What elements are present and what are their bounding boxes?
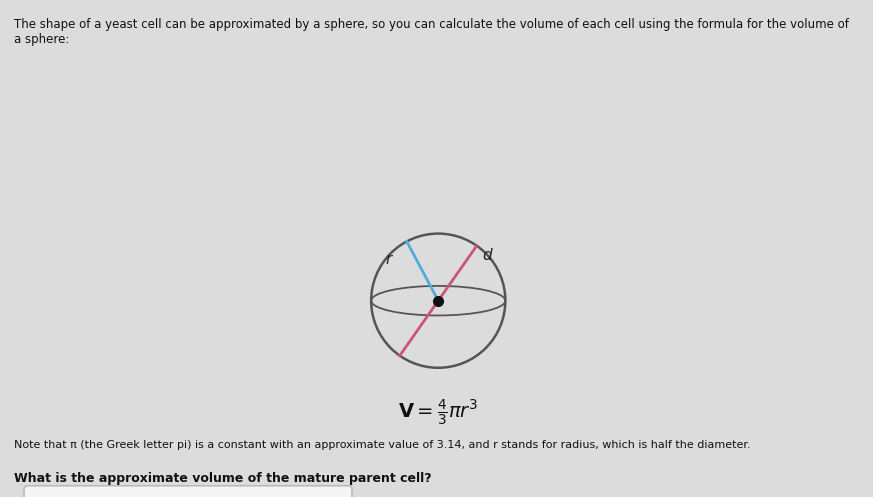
Text: $\mathbf{V} = \frac{4}{3}\pi r^3$: $\mathbf{V} = \frac{4}{3}\pi r^3$ xyxy=(398,398,478,428)
Text: Note that π (the Greek letter pi) is a constant with an approximate value of 3.1: Note that π (the Greek letter pi) is a c… xyxy=(14,440,751,450)
Text: The shape of a yeast cell can be approximated by a sphere, so you can calculate : The shape of a yeast cell can be approxi… xyxy=(14,18,849,46)
Text: r: r xyxy=(386,252,392,267)
FancyBboxPatch shape xyxy=(24,486,352,497)
Text: What is the approximate volume of the mature parent cell?: What is the approximate volume of the ma… xyxy=(14,472,431,485)
Text: d: d xyxy=(482,248,491,263)
